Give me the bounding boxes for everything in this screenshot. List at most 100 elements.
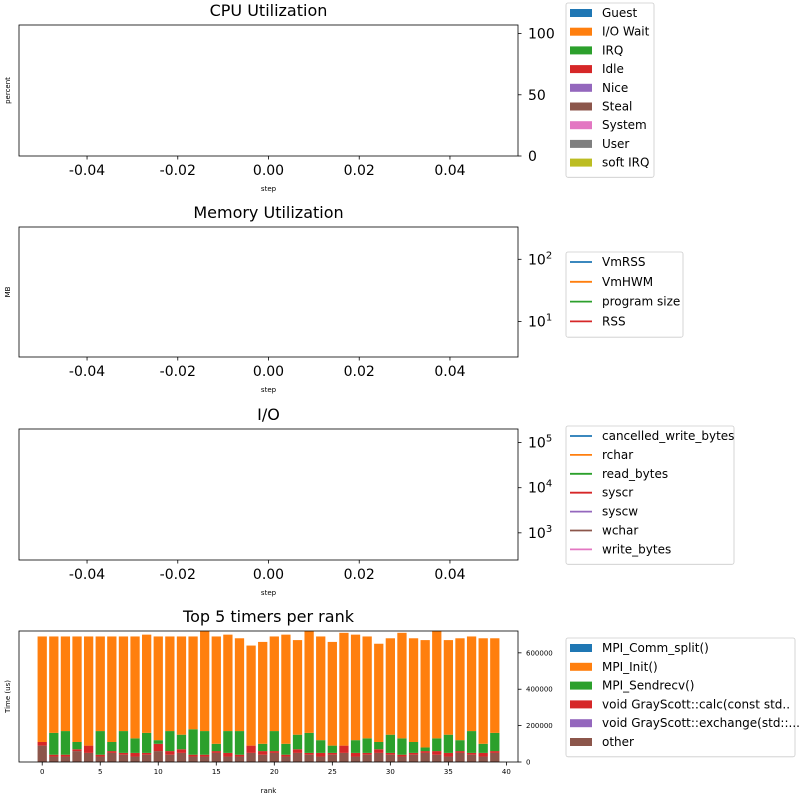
legend-label-3-1: MPI_Init() [602,660,658,674]
legend-swatch-0-7 [570,139,592,148]
bar-rank-4-series-4 [83,636,94,746]
y-axis-label-3: Time (us) [4,680,12,714]
bar-rank-4-series-0 [83,752,94,762]
legend-swatch-0-2 [570,46,592,55]
bar-rank-31-series-3 [397,738,407,755]
bar-rank-11-series-3 [165,731,175,752]
bar-rank-3-series-4 [72,636,82,742]
bar-rank-32-series-0 [408,754,419,762]
bar-rank-8-series-0 [130,756,140,762]
legend-label-2-5: wchar [602,524,638,538]
bar-rank-9-series-2 [142,752,152,755]
bar-rank-15-series-4 [211,636,221,744]
bar-rank-12-series-0 [176,752,187,762]
legend-swatch-3-4 [570,719,592,728]
bar-rank-2-series-0 [60,756,71,762]
bar-rank-2-series-3 [60,731,71,755]
bar-rank-11-series-2 [165,751,175,755]
bar-rank-18-series-0 [246,752,256,762]
bar-rank-36-series-0 [455,752,465,762]
bar-rank-8-series-3 [130,738,140,753]
x-tick-label-3-6: 30 [386,768,395,776]
bar-rank-19-series-4 [258,641,268,744]
bar-rank-14-series-3 [200,731,210,755]
bar-rank-21-series-0 [281,756,291,762]
bar-rank-29-series-4 [374,643,384,742]
chart-title-2: I/O [257,405,280,424]
legend-label-3-0: MPI_Comm_split() [602,641,709,655]
bar-rank-35-series-2 [443,752,454,757]
legend-swatch-3-3 [570,700,592,709]
bar-rank-3-series-0 [72,751,82,762]
x-tick-label-0-0: -0.04 [69,163,105,179]
bar-rank-5-series-3 [95,731,105,755]
bar-rank-1-series-3 [49,732,59,755]
x-tick-label-3-7: 35 [444,768,453,776]
bar-rank-20-series-3 [269,731,279,752]
bar-rank-13-series-2 [188,754,198,757]
bar-rank-38-series-2 [478,752,488,757]
y-tick-label-2-2: 105 [528,434,552,452]
x-tick-label-1-0: -0.04 [69,364,105,380]
legend-label-0-5: Steal [602,100,632,114]
legend-label-2-2: read_bytes [602,467,668,481]
legend-label-1-2: program size [602,295,680,309]
bar-rank-2-series-2 [60,754,71,757]
bar-rank-9-series-4 [142,634,152,733]
chart-title-1: Memory Utilization [193,203,343,222]
legend-label-3-3: void GrayScott::calc(const std.. [602,697,790,711]
x-tick-label-1-4: 0.04 [434,364,465,380]
bar-rank-39-series-4 [490,638,500,733]
bar-rank-23-series-4 [304,631,314,733]
x-tick-label-0-3: 0.02 [344,163,375,179]
plot-frame-3 [18,630,519,763]
bar-rank-24-series-0 [316,756,326,762]
plot-frame-0 [18,24,519,157]
legend-swatch-0-6 [570,121,592,130]
plot-frame-2 [18,428,519,561]
bar-rank-34-series-4 [432,631,442,739]
x-axis-label-2: step [261,589,277,597]
bar-rank-36-series-2 [455,751,465,753]
legend-label-0-2: IRQ [602,43,623,57]
bar-rank-30-series-0 [385,754,395,762]
bar-rank-6-series-0 [107,752,117,762]
legend-label-2-4: syscw [602,505,638,519]
bar-rank-27-series-4 [350,634,361,741]
bar-rank-21-series-3 [281,743,291,755]
y-tick-label-3-3: 600000 [526,649,553,657]
bar-rank-14-series-4 [200,631,210,732]
bar-rank-22-series-4 [292,640,303,735]
x-tick-label-3-2: 10 [154,768,163,776]
x-tick-label-2-1: -0.02 [160,567,196,583]
bar-rank-17-series-3 [234,731,245,755]
x-tick-label-2-2: 0.00 [253,567,284,583]
y-tick-label-1-1: 102 [528,250,552,268]
x-tick-label-0-2: 0.00 [253,163,284,179]
x-tick-label-2-3: 0.02 [344,567,375,583]
legend-label-1-0: VmRSS [602,255,645,269]
bar-rank-12-series-2 [176,749,187,753]
bar-rank-13-series-0 [188,756,198,762]
bar-rank-5-series-4 [95,636,105,732]
legend-label-0-1: I/O Wait [602,25,650,39]
bar-rank-25-series-4 [327,641,337,746]
bar-rank-15-series-3 [211,743,221,752]
bar-rank-37-series-3 [466,731,477,753]
legend-label-0-0: Guest [602,6,638,20]
bar-rank-22-series-3 [292,734,303,750]
bar-rank-36-series-3 [455,740,465,752]
bar-rank-15-series-0 [211,752,221,762]
bar-rank-38-series-4 [478,638,488,744]
bar-rank-37-series-4 [466,636,477,732]
bar-rank-28-series-4 [362,636,372,739]
y-tick-label-1-0: 101 [528,313,552,331]
bar-rank-27-series-2 [350,752,361,757]
bar-rank-16-series-0 [223,756,233,762]
bar-rank-26-series-0 [339,752,349,762]
bar-rank-6-series-4 [107,636,117,742]
bar-rank-33-series-3 [420,747,430,752]
legend-swatch-3-5 [570,738,592,746]
